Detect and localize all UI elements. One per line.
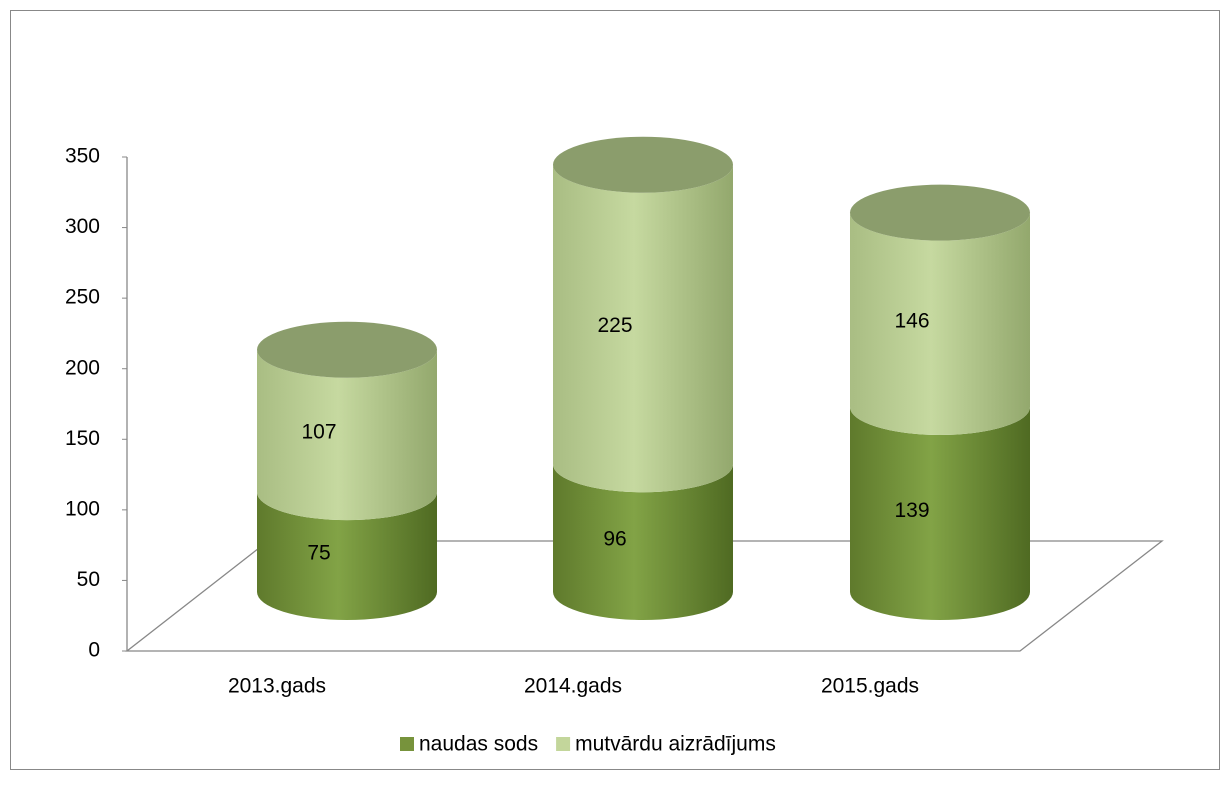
cylinder-top: [850, 184, 1030, 241]
y-tick-label: 100: [65, 497, 100, 520]
y-tick-label: 250: [65, 286, 100, 309]
y-tick-label: 50: [77, 568, 100, 591]
value-label: 146: [894, 309, 929, 332]
legend-label: mutvārdu aizrādījums: [575, 733, 776, 756]
y-tick-label: 300: [65, 215, 100, 238]
cylinder-top: [553, 136, 733, 193]
x-tick-label: 2013.gads: [228, 675, 326, 698]
cylinder-segment: [553, 464, 733, 620]
y-tick-label: 200: [65, 356, 100, 379]
legend-swatch: [556, 737, 571, 751]
cylinder-segment: [257, 349, 437, 521]
value-label: 96: [603, 528, 626, 551]
y-tick-label: 350: [65, 145, 100, 168]
y-tick-label: 150: [65, 427, 100, 450]
cylinder-segment: [257, 492, 437, 620]
cylinder-segment: [553, 164, 733, 493]
cylinder-segment: [850, 406, 1030, 620]
value-label: 225: [597, 314, 632, 337]
value-label: 107: [301, 421, 336, 444]
y-tick-label: 0: [88, 639, 100, 662]
cylinder-top: [257, 321, 437, 378]
x-tick-label: 2015.gads: [821, 675, 919, 698]
value-label: 139: [894, 499, 929, 522]
legend-label: naudas sods: [419, 733, 538, 756]
legend-swatch: [400, 737, 414, 751]
axes-frame: [125, 157, 1164, 652]
cylinder-segment: [850, 212, 1030, 435]
value-label: 75: [307, 542, 330, 565]
x-tick-label: 2014.gads: [524, 675, 622, 698]
